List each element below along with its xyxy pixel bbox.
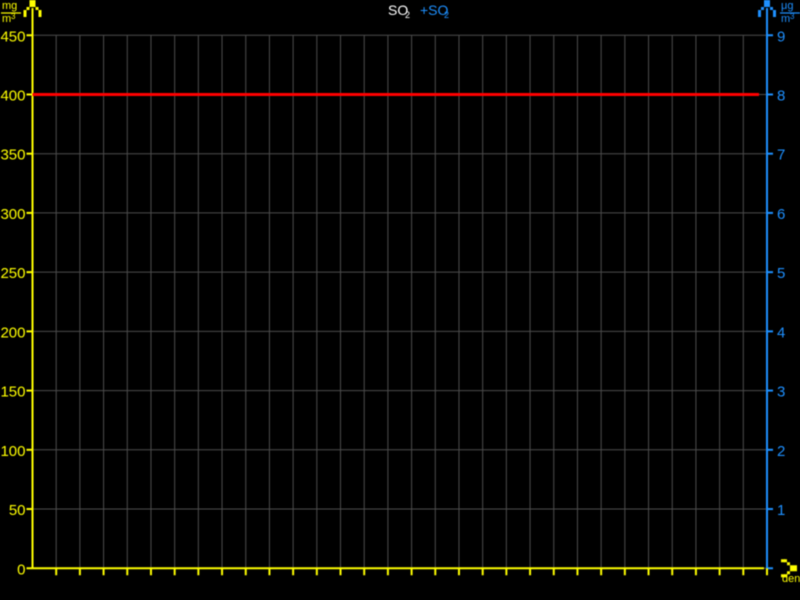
svg-text:μg: μg xyxy=(781,0,793,12)
svg-text:200: 200 xyxy=(0,324,25,341)
svg-text:2: 2 xyxy=(405,10,410,20)
svg-text:mg: mg xyxy=(2,0,17,12)
svg-text:7: 7 xyxy=(777,147,785,164)
svg-text:250: 250 xyxy=(0,265,25,282)
svg-text:3: 3 xyxy=(777,384,785,401)
svg-text:50: 50 xyxy=(9,502,26,519)
svg-text:m: m xyxy=(781,13,790,25)
svg-text:den: den xyxy=(782,573,800,585)
svg-text:100: 100 xyxy=(0,443,25,460)
svg-text:2: 2 xyxy=(777,443,785,460)
svg-text:9: 9 xyxy=(777,28,785,45)
svg-text:150: 150 xyxy=(0,384,25,401)
svg-text:6: 6 xyxy=(777,206,785,223)
svg-text:0: 0 xyxy=(17,561,25,578)
svg-text:8: 8 xyxy=(777,87,785,104)
svg-text:4: 4 xyxy=(777,324,785,341)
svg-text:1: 1 xyxy=(777,502,785,519)
svg-text:m: m xyxy=(2,13,11,25)
svg-text:300: 300 xyxy=(0,206,25,223)
svg-text:2: 2 xyxy=(444,10,449,20)
svg-text:5: 5 xyxy=(777,265,785,282)
svg-text:400: 400 xyxy=(0,87,25,104)
svg-text:350: 350 xyxy=(0,147,25,164)
svg-text:450: 450 xyxy=(0,28,25,45)
